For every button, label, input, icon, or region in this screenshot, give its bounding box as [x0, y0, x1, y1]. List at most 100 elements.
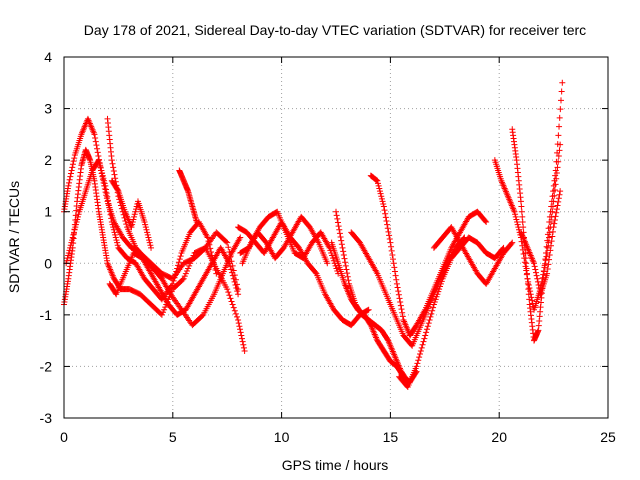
data-point — [427, 313, 434, 320]
data-point — [69, 164, 76, 171]
data-point — [228, 266, 235, 273]
data-point — [522, 255, 529, 262]
data-point — [330, 257, 337, 264]
data-point — [227, 295, 234, 302]
data-point — [233, 313, 240, 320]
data-point — [512, 213, 519, 220]
data-point — [512, 211, 519, 218]
data-point — [108, 215, 115, 222]
series-track-10 — [237, 213, 331, 267]
x-axis-label: GPS time / hours — [282, 457, 389, 473]
data-point — [531, 263, 538, 270]
data-point — [338, 241, 345, 248]
data-point — [109, 221, 116, 228]
data-point — [236, 323, 243, 330]
data-point — [542, 256, 549, 263]
data-point — [392, 272, 399, 279]
data-point — [416, 354, 423, 361]
data-point — [223, 238, 230, 245]
data-point — [414, 360, 421, 367]
data-point — [555, 198, 562, 205]
data-point — [111, 229, 118, 236]
data-point — [399, 313, 406, 320]
data-point — [547, 247, 554, 254]
data-point — [518, 203, 525, 210]
data-point — [110, 224, 117, 231]
data-point — [390, 260, 397, 267]
data-point — [144, 231, 151, 238]
data-point — [69, 237, 76, 244]
data-point — [66, 247, 73, 254]
data-point — [329, 252, 336, 259]
data-point — [204, 234, 211, 241]
data-point — [132, 208, 139, 215]
data-point — [386, 236, 393, 243]
series-track-17 — [491, 141, 564, 313]
data-point — [551, 216, 558, 223]
data-point — [378, 193, 385, 200]
data-point — [430, 304, 437, 311]
data-point — [239, 338, 246, 345]
data-point — [532, 269, 539, 276]
data-point — [373, 177, 380, 184]
series-track-18 — [509, 79, 566, 344]
data-point — [146, 239, 153, 246]
data-point — [105, 200, 112, 207]
data-point — [327, 247, 334, 254]
data-point — [240, 344, 247, 351]
data-point — [544, 265, 551, 272]
data-point — [546, 219, 553, 226]
data-point — [428, 310, 435, 317]
data-point — [438, 278, 445, 285]
data-point — [70, 231, 77, 238]
data-point — [545, 261, 552, 268]
data-point — [548, 198, 555, 205]
data-point — [415, 357, 422, 364]
data-point — [544, 237, 551, 244]
x-tick-label: 5 — [169, 429, 177, 445]
data-point — [175, 262, 182, 269]
data-point — [186, 262, 193, 269]
data-point — [395, 288, 402, 295]
y-axis-label: SDTVAR / TECUs — [6, 181, 22, 293]
data-point — [555, 132, 562, 139]
data-point — [526, 296, 533, 303]
data-point — [231, 307, 238, 314]
data-point — [108, 157, 115, 164]
data-point — [341, 255, 348, 262]
data-point — [326, 244, 333, 251]
data-point — [224, 239, 231, 246]
data-point — [95, 157, 102, 164]
series-track-19 — [517, 188, 564, 298]
data-point — [552, 213, 559, 220]
data-point — [514, 221, 521, 228]
data-point — [333, 265, 340, 272]
data-point — [111, 171, 118, 178]
data-point — [114, 242, 121, 249]
data-point — [226, 292, 233, 299]
data-point — [524, 280, 531, 287]
data-point — [557, 106, 564, 113]
data-point — [550, 188, 557, 195]
data-point — [99, 172, 106, 179]
data-point — [543, 243, 550, 250]
data-point — [546, 256, 553, 263]
data-point — [193, 219, 200, 226]
y-tick-label: -2 — [40, 358, 53, 374]
data-point — [337, 233, 344, 240]
data-point — [525, 286, 532, 293]
data-point — [177, 253, 184, 260]
data-point — [74, 216, 81, 223]
data-point — [387, 239, 394, 246]
data-point — [176, 256, 183, 263]
data-point — [391, 268, 398, 275]
data-point — [384, 221, 391, 228]
data-point — [91, 131, 98, 138]
data-points — [61, 79, 566, 391]
data-point — [179, 276, 186, 283]
data-point — [544, 231, 551, 238]
data-point — [230, 304, 237, 311]
data-point — [97, 162, 104, 169]
data-point — [72, 224, 79, 231]
data-point — [133, 203, 140, 210]
